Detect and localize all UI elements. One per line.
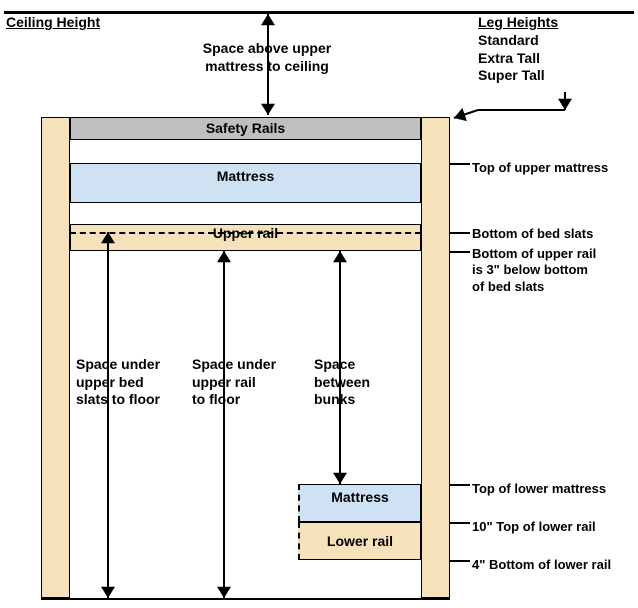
tick-mark [450,163,470,165]
tick-mark [450,484,470,486]
tick-mark [450,251,470,253]
right-bottom-upper-rail: Bottom of upper rail is 3" below bottom … [472,246,596,295]
tick-mark [450,522,470,524]
right-bottom-bed-slats: Bottom of bed slats [472,226,593,242]
space-between-bunks-label: Space between bunks [314,356,370,409]
tick-mark [450,232,470,234]
tick-mark [450,560,470,562]
space-between-bunks-arrow [0,0,638,608]
right-top-upper-mattress: Top of upper mattress [472,160,608,176]
right-bottom-lower-rail: 4" Bottom of lower rail [472,557,611,573]
right-top-lower-mattress: Top of lower mattress [472,481,606,497]
right-top-lower-rail: 10" Top of lower rail [472,519,596,535]
